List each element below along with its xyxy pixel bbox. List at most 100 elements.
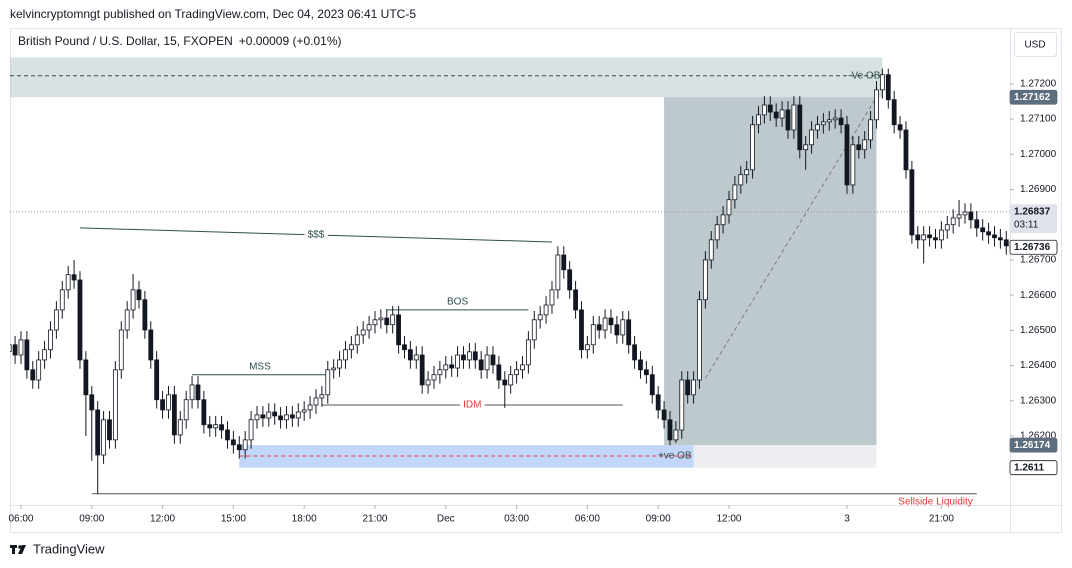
publisher-line: kelvincryptomngt published on TradingVie… bbox=[10, 7, 416, 21]
candle-body bbox=[874, 89, 879, 121]
candle-body bbox=[319, 394, 325, 399]
candle-body bbox=[667, 419, 673, 441]
candle-body bbox=[579, 309, 584, 351]
candle-body bbox=[65, 274, 71, 291]
candle-body bbox=[726, 199, 732, 216]
candle-body bbox=[956, 214, 962, 219]
candle-body bbox=[260, 414, 266, 419]
candle-body bbox=[962, 211, 968, 216]
candle-body bbox=[496, 364, 502, 381]
candle-body bbox=[53, 309, 59, 331]
candle-body bbox=[154, 359, 160, 401]
price-tag-label: 1.2611 bbox=[1014, 462, 1044, 473]
annotation-label: +ve OB bbox=[658, 451, 692, 462]
x-tick-label: 18:00 bbox=[292, 514, 317, 525]
candle-body bbox=[720, 214, 726, 226]
y-tick-label: 1.27200 bbox=[1020, 79, 1057, 90]
x-tick-label: 09:00 bbox=[646, 514, 671, 525]
candle-body bbox=[868, 119, 873, 141]
x-tick-label: 3 bbox=[844, 514, 850, 525]
candle-body bbox=[213, 424, 219, 429]
candle-body bbox=[59, 289, 65, 311]
candle-body bbox=[626, 319, 632, 346]
price-tag-label: 1.27162 bbox=[1014, 92, 1051, 103]
price-tag-label: 1.26174 bbox=[1014, 440, 1051, 451]
candle-body bbox=[337, 359, 342, 369]
candle-body bbox=[1003, 239, 1009, 247]
candle-body bbox=[242, 439, 248, 451]
candle-body bbox=[502, 379, 508, 386]
x-tick-label: 06:00 bbox=[8, 514, 33, 525]
candle-body bbox=[183, 399, 189, 421]
candle-body bbox=[525, 339, 531, 366]
price-tag bbox=[1009, 239, 1058, 255]
candle-body bbox=[590, 324, 596, 346]
candle-body bbox=[691, 379, 696, 396]
candle-body bbox=[419, 354, 425, 386]
candle-body bbox=[118, 329, 124, 371]
y-tick-label: 1.26700 bbox=[1020, 255, 1057, 266]
candle-body bbox=[832, 117, 838, 121]
candle-body bbox=[30, 369, 36, 381]
candle-body bbox=[42, 349, 47, 361]
candle-body bbox=[531, 319, 537, 341]
candle-body bbox=[974, 219, 980, 229]
candle-body bbox=[608, 317, 614, 326]
candle-body bbox=[986, 231, 991, 236]
candle-body bbox=[472, 351, 478, 361]
candle-body bbox=[360, 329, 366, 336]
x-tick-label: 09:00 bbox=[79, 514, 104, 525]
candle-body bbox=[661, 409, 667, 421]
candle-body bbox=[838, 117, 844, 126]
candle-body bbox=[738, 174, 744, 186]
candle-body bbox=[785, 109, 791, 131]
annotation-label-bg bbox=[460, 399, 485, 411]
candle-body bbox=[254, 414, 260, 421]
candle-body bbox=[791, 104, 797, 131]
candle-body bbox=[490, 354, 496, 366]
candle-body bbox=[384, 317, 390, 326]
candle-body bbox=[620, 319, 626, 336]
candle-body bbox=[325, 369, 331, 396]
candle-body bbox=[10, 344, 12, 352]
candle-body bbox=[248, 419, 254, 441]
candle-body bbox=[455, 354, 460, 369]
candle-body bbox=[938, 229, 944, 241]
candle-body bbox=[18, 339, 24, 356]
y-tick-label: 1.26300 bbox=[1020, 395, 1057, 406]
currency-button[interactable] bbox=[1014, 32, 1057, 57]
candle-body bbox=[862, 139, 868, 151]
candle-body bbox=[307, 404, 313, 411]
zone bbox=[10, 57, 883, 98]
candle-body bbox=[844, 124, 850, 186]
candle-body bbox=[101, 419, 106, 456]
price-tag-countdown: 03:11 bbox=[1014, 219, 1039, 230]
candle-body bbox=[543, 304, 549, 316]
candle-body bbox=[879, 74, 885, 91]
chart-frame bbox=[10, 28, 1062, 533]
x-tick-label: 12:00 bbox=[150, 514, 175, 525]
candle-body bbox=[83, 359, 89, 396]
candle-body bbox=[24, 339, 30, 371]
candle-body bbox=[289, 414, 295, 419]
candle-body bbox=[230, 439, 236, 446]
y-tick-label: 1.26200 bbox=[1020, 431, 1057, 442]
candle-body bbox=[343, 349, 348, 361]
candle-body bbox=[372, 319, 378, 326]
x-tick-label: 12:00 bbox=[716, 514, 741, 525]
candle-body bbox=[891, 99, 897, 126]
candle-body bbox=[313, 397, 319, 406]
candle-body bbox=[207, 424, 213, 429]
currency-label[interactable]: USD bbox=[1024, 40, 1045, 51]
candle-body bbox=[761, 104, 767, 116]
annotation-label: MSS bbox=[249, 361, 271, 372]
symbol-title: British Pound / U.S. Dollar, 15, FXOPEN bbox=[18, 34, 233, 48]
candle-body bbox=[561, 254, 567, 271]
candle-body bbox=[520, 364, 525, 371]
x-tick-label: 03:00 bbox=[504, 514, 529, 525]
candle-body bbox=[779, 109, 785, 119]
candle-body bbox=[708, 239, 714, 261]
candle-body bbox=[142, 299, 148, 331]
y-tick-label: 1.26900 bbox=[1020, 184, 1057, 195]
